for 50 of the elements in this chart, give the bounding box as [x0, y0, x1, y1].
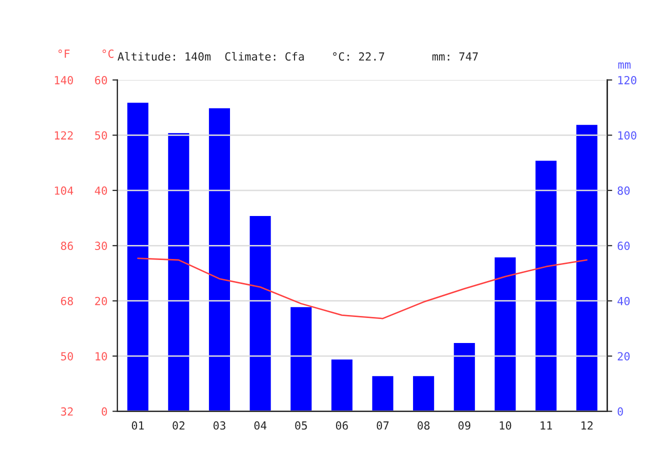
x-tick-label: 12 [581, 421, 593, 430]
y-tick-label: 0 [102, 407, 107, 416]
x-tick-label: 01 [132, 421, 144, 430]
y2-tick-label: 40 [618, 296, 630, 306]
line-series [137, 258, 588, 320]
bar [248, 214, 272, 412]
x-tick-label: 03 [214, 421, 226, 430]
y-tick-label: 20 [95, 296, 107, 306]
bar [330, 358, 354, 412]
y2-tick-label: 20 [618, 352, 630, 360]
y-tick-label: 10 [96, 352, 107, 360]
y-tick-label: 30 [95, 242, 107, 250]
y3-tick-label: 50 [61, 352, 73, 360]
y-axis-title: °C [102, 50, 114, 58]
bar [166, 132, 191, 412]
y3-tick-label: 104 [54, 186, 74, 195]
x-tick-label: 02 [172, 421, 184, 430]
y2-tick-label: 80 [618, 186, 630, 195]
x-tick-label: 09 [458, 421, 470, 430]
x-tick-label: 11 [540, 421, 552, 430]
x-tick-label: 05 [295, 421, 307, 430]
bar [370, 374, 395, 412]
y3-tick-label: 122 [54, 131, 73, 140]
bar [574, 123, 599, 412]
bar [412, 374, 436, 412]
bar [289, 306, 314, 412]
y3-tick-label: 86 [61, 242, 73, 250]
bar [208, 106, 232, 412]
bar [493, 256, 518, 412]
chart-title: Altitude: 140m Climate: Cfa °C: 22.7 mm: 747 [118, 52, 478, 61]
x-tick-label: 07 [376, 421, 389, 430]
y3-tick-label: 140 [54, 76, 73, 84]
y-tick-label: 60 [95, 76, 107, 84]
bar [452, 342, 476, 412]
bar [126, 101, 150, 412]
x-tick-label: 06 [336, 421, 348, 430]
y3-tick-label: 68 [61, 296, 73, 306]
y3-tick-label: 32 [61, 407, 73, 416]
bar [534, 159, 558, 412]
x-tick-label: 10 [500, 421, 512, 430]
y-tick-label: 50 [95, 131, 107, 140]
x-tick-label: 04 [254, 421, 266, 430]
y-tick-label: 40 [94, 186, 107, 195]
y2-tick-label: 60 [618, 242, 630, 250]
y2-tick-label: 120 [618, 76, 636, 84]
y2-axis-title: mm [618, 62, 631, 69]
y2-tick-label: 100 [618, 131, 636, 140]
x-tick-label: 08 [418, 421, 430, 430]
y3-axis-title: °F [58, 50, 70, 58]
y2-tick-label: 0 [618, 407, 623, 416]
